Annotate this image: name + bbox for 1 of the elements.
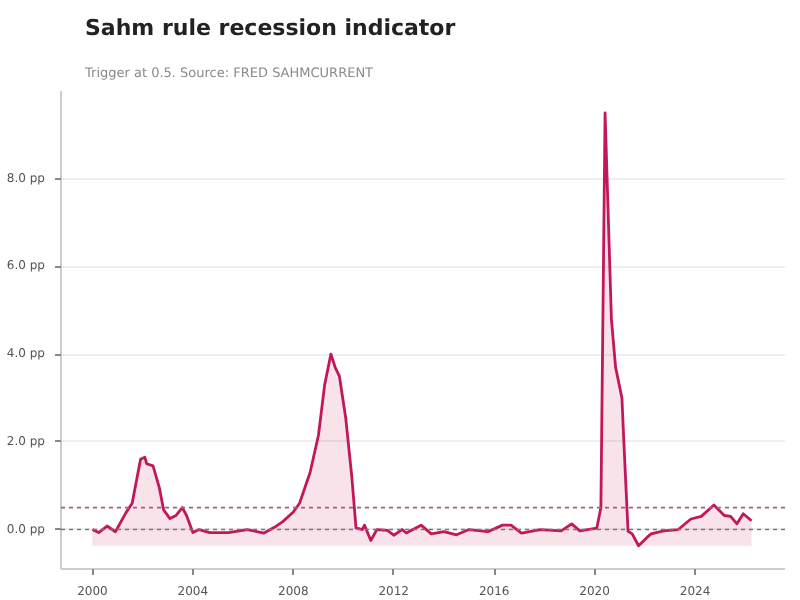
chart-title: Sahm rule recession indicator: [85, 15, 457, 41]
